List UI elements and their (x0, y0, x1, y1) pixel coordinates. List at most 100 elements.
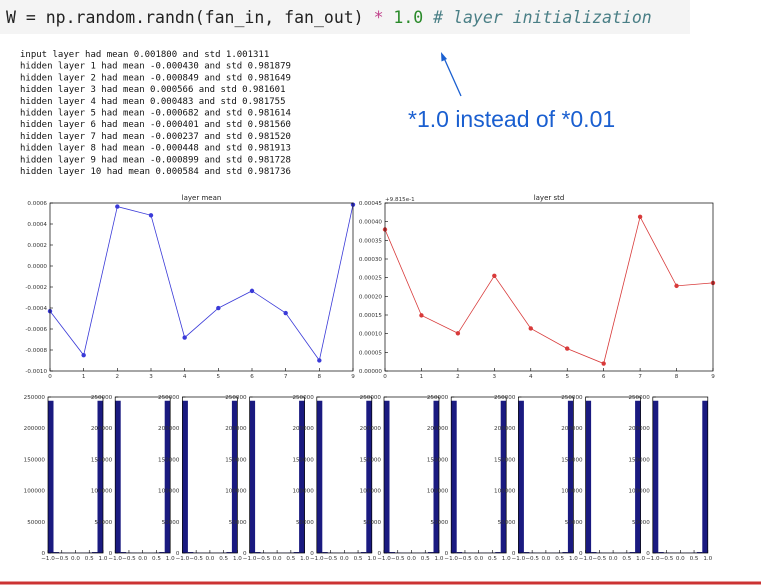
y-tick-label: 0 (512, 551, 516, 557)
data-point (249, 288, 255, 294)
y-tick-label: 250000 (628, 395, 650, 401)
x-tick-label: 0.0 (138, 556, 147, 562)
x-tick-label: 9 (351, 374, 355, 380)
data-line (384, 215, 714, 365)
x-tick-label: −0.5 (525, 556, 539, 562)
x-tick-label: 3 (493, 374, 497, 380)
y-tick-label: 0 (109, 551, 113, 557)
hist-bar (567, 400, 574, 553)
log-line: hidden layer 5 had mean -0.000682 and st… (20, 109, 291, 119)
x-tick-label: 0.0 (407, 556, 416, 562)
hist-bar (360, 552, 367, 553)
x-tick-label: 2 (456, 374, 460, 380)
log-line: hidden layer 2 had mean -0.000849 and st… (20, 73, 291, 83)
log-line: hidden layer 4 had mean 0.000483 and std… (20, 97, 286, 107)
y-tick-label: 50000 (27, 520, 45, 526)
x-tick-label: −0.5 (257, 556, 271, 562)
x-tick-label: −0.5 (391, 556, 405, 562)
y-tick-label: 150000 (158, 457, 180, 463)
offset-label: +9.815e-1 (385, 197, 415, 203)
y-tick-label: 0 (646, 551, 650, 557)
y-tick-label: 200000 (91, 426, 113, 432)
data-point (283, 310, 288, 316)
y-tick-label: 150000 (292, 457, 314, 463)
y-tick-label: 0.00045 (359, 201, 383, 207)
data-point (148, 213, 154, 218)
y-tick-label: 0 (445, 551, 449, 557)
x-tick-label: 4 (529, 374, 533, 380)
x-tick-label: −0.5 (593, 556, 607, 562)
x-tick-label: −0.5 (458, 556, 472, 562)
hist-bar (389, 552, 395, 553)
hist-bar (433, 400, 439, 553)
y-tick-label: 0.00010 (359, 332, 383, 338)
x-tick-label: 9 (711, 374, 715, 380)
y-tick-label: 250000 (24, 395, 46, 401)
data-point (317, 358, 322, 363)
y-tick-label: 200000 (561, 426, 583, 432)
hist-bar (523, 552, 530, 553)
y-tick-label: 200000 (628, 426, 650, 432)
hist-bar (97, 400, 103, 553)
x-tick-label: 0.0 (676, 556, 685, 562)
x-tick-label: 0.0 (71, 556, 80, 562)
y-tick-label: 0.00040 (359, 220, 383, 226)
y-tick-label: 0.0004 (27, 222, 47, 228)
hist-bar (562, 552, 568, 553)
hist-bar (249, 400, 256, 553)
y-tick-label: -0.0002 (25, 285, 47, 291)
hist-bar (231, 400, 238, 553)
y-tick-label: 0 (310, 551, 314, 557)
y-tick-label: 0.00020 (359, 294, 383, 300)
x-tick-label: 7 (638, 374, 642, 380)
y-tick-label: 250000 (427, 395, 449, 401)
hist-bar (702, 400, 708, 553)
y-tick-label: 0 (377, 551, 381, 557)
log-line: hidden layer 1 had mean -0.000430 and st… (20, 62, 291, 72)
axes-frame (518, 396, 574, 554)
x-tick-label: −1.0 (512, 556, 526, 562)
x-tick-label: 0 (383, 374, 387, 380)
axes-frame (49, 202, 354, 372)
annotation: *1.0 instead of *0.01 (408, 106, 615, 132)
x-tick-label: 2 (116, 374, 120, 380)
y-tick-label: 150000 (561, 457, 583, 463)
hist-bar (591, 552, 597, 553)
x-tick-label: 0.5 (219, 556, 228, 562)
hist-bar (366, 400, 372, 553)
x-tick-label: 0.0 (340, 556, 349, 562)
hist-bar (658, 552, 664, 553)
x-tick-label: 6 (250, 374, 254, 380)
y-tick-label: 100000 (91, 489, 113, 495)
axes-frame (383, 396, 440, 554)
y-tick-label: 150000 (24, 457, 46, 463)
hist-bar (518, 400, 524, 553)
data-point (601, 361, 606, 366)
y-tick-label: 100000 (24, 489, 46, 495)
y-tick-label: 50000 (296, 520, 314, 526)
x-tick-label: 1.0 (367, 556, 376, 562)
y-tick-label: 150000 (225, 457, 247, 463)
x-tick-label: 3 (149, 374, 153, 380)
y-tick-label: 250000 (225, 395, 247, 401)
axes-frame (585, 396, 641, 554)
y-tick-label: 0.0000 (27, 264, 47, 270)
x-tick-label: −1.0 (176, 556, 190, 562)
data-point (455, 331, 461, 336)
y-tick-label: 0.00000 (359, 369, 383, 375)
y-tick-label: 200000 (494, 426, 516, 432)
y-tick-label: 50000 (565, 520, 583, 526)
chart-title: layer mean (182, 194, 222, 202)
log-line: hidden layer 6 had mean -0.000401 and st… (20, 120, 291, 130)
x-tick-label: 0.5 (354, 556, 363, 562)
hist-bar (585, 400, 592, 553)
x-tick-label: 8 (318, 374, 322, 380)
log-line: hidden layer 10 had mean 0.000584 and st… (20, 167, 291, 177)
axes-frame (316, 396, 373, 554)
y-tick-label: 100000 (427, 489, 449, 495)
x-tick-label: 0.5 (286, 556, 295, 562)
hist-bar (164, 400, 171, 553)
y-tick-label: 150000 (360, 457, 382, 463)
arrow (443, 57, 462, 97)
hist-bar (187, 552, 194, 553)
